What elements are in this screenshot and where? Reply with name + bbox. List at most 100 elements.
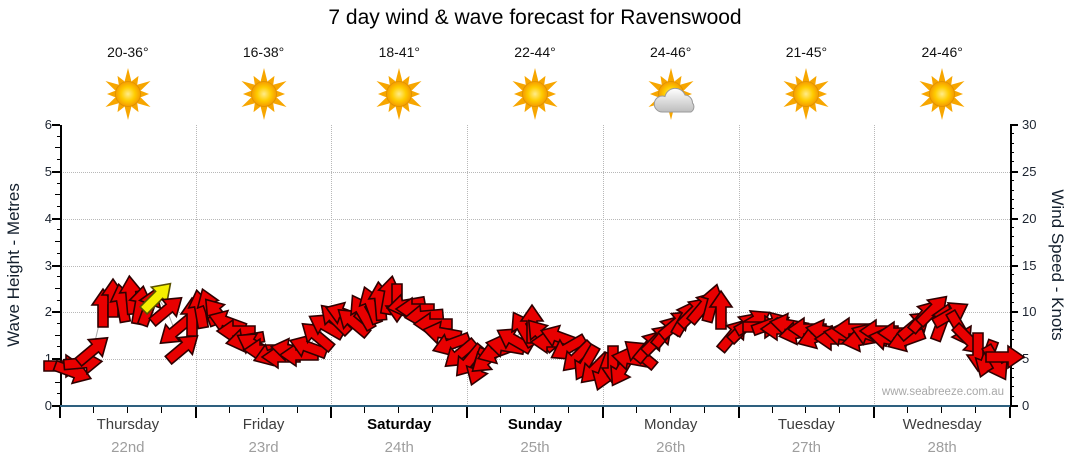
x-axis-tick [194,407,197,418]
right-axis-tick [1010,198,1014,200]
grid-line-horizontal [60,218,1010,220]
x-axis-tick [432,407,434,413]
wind-arrow [159,313,194,345]
left-axis-tick [57,182,60,184]
day-date-label: 26th [656,439,686,456]
left-axis-tick [55,287,60,289]
day-name-label: Friday [242,416,285,433]
left-axis-tick [57,205,60,207]
sun-icon [105,68,151,120]
left-axis-tick [57,299,60,301]
right-axis-tick [1010,255,1014,257]
x-axis-tick [567,407,569,413]
right-axis-tick [1010,395,1014,397]
right-axis-tick [1010,405,1018,407]
day-date-label: 23rd [248,439,279,456]
left-axis-tick [52,170,60,173]
left-axis-tick [52,311,60,314]
left-axis-tick [57,346,60,348]
sun-icon [783,68,829,120]
right-axis-tick [1010,320,1014,322]
left-axis-tick [52,264,60,267]
left-axis-tick [55,147,60,149]
day-temp-label: 24-46° [650,44,692,60]
left-tick-label: 2 [44,304,52,320]
day-date-label: 27th [791,439,822,456]
left-tick-label: 1 [44,351,52,367]
right-axis-tick [1010,273,1014,275]
sun-icon [376,68,422,120]
wind-arrow [74,336,109,367]
right-axis-tick [1010,208,1014,210]
right-tick-label: 5 [1022,351,1030,367]
grid-line-vertical [467,125,469,406]
right-axis-tick [1010,133,1014,135]
day-temp-label: 21-45° [785,44,828,60]
day-name-label: Monday [644,416,698,433]
x-axis-tick [398,407,400,413]
left-axis-tick [52,124,60,126]
day-date-label: 24th [384,439,414,456]
chart-title: 7 day wind & wave forecast for Ravenswoo… [328,6,742,29]
left-axis-tick [55,194,60,196]
x-axis-tick [941,407,943,413]
left-axis-tick [57,252,60,254]
wind-arrow-highlight [138,282,172,316]
x-axis-tick [635,407,637,413]
day-name-label: Wednesday [902,416,982,433]
x-axis-tick [873,407,876,418]
x-axis-tick [805,407,807,413]
x-axis-tick [59,407,61,418]
left-axis-tick [57,393,60,395]
right-axis-tick [1010,161,1014,163]
bottom-axis-line [58,405,1012,407]
right-axis-tick [1010,339,1014,341]
x-axis-tick [737,407,740,418]
grid-line-vertical [331,125,333,406]
left-axis-line [60,125,62,407]
x-axis-tick [839,407,841,413]
right-axis-tick [1010,245,1014,247]
x-axis-tick [262,407,264,413]
x-axis-tick [975,407,977,413]
right-axis-tick [1010,311,1018,314]
left-axis-tick [57,276,60,278]
grid-line-vertical [738,125,740,406]
right-axis-tick [1010,142,1014,144]
grid-line-horizontal [60,171,1010,173]
x-axis-tick [228,407,230,413]
right-axis-tick [1010,330,1014,332]
partly-cloudy-icon [648,68,695,120]
left-axis-tick [57,135,60,137]
day-date-label: 22nd [111,439,145,456]
left-tick-label: 3 [44,257,52,273]
right-axis-tick [1010,236,1014,238]
grid-line-vertical [195,125,197,406]
watermark: www.seabreeze.com.au [881,386,1004,398]
day-date-label: 25th [520,439,550,456]
right-axis-tick [1010,301,1014,303]
x-axis-tick [296,407,298,413]
x-axis-tick [92,407,94,413]
x-axis-tick [160,407,162,413]
x-axis-tick [601,407,604,418]
day-name-label: Thursday [96,416,160,433]
wind-arrow [985,344,1026,370]
left-axis-tick [52,405,60,407]
grid-line-horizontal [60,265,1010,267]
x-axis-tick [907,407,909,413]
right-tick-label: 20 [1022,210,1037,226]
right-axis-tick [1010,292,1014,294]
day-temp-label: 18-41° [378,44,420,60]
wind-arrow [164,334,199,366]
day-temp-label: 16-38° [242,44,285,60]
left-axis-tick [52,217,60,220]
right-tick-label: 25 [1022,163,1037,179]
x-axis-tick [534,407,535,413]
day-temp-label: 24-46° [921,44,963,60]
right-tick-label: 10 [1022,304,1037,320]
right-axis-tick [1010,217,1018,220]
right-axis-tick [1010,170,1018,173]
wind-arrow [301,322,336,353]
